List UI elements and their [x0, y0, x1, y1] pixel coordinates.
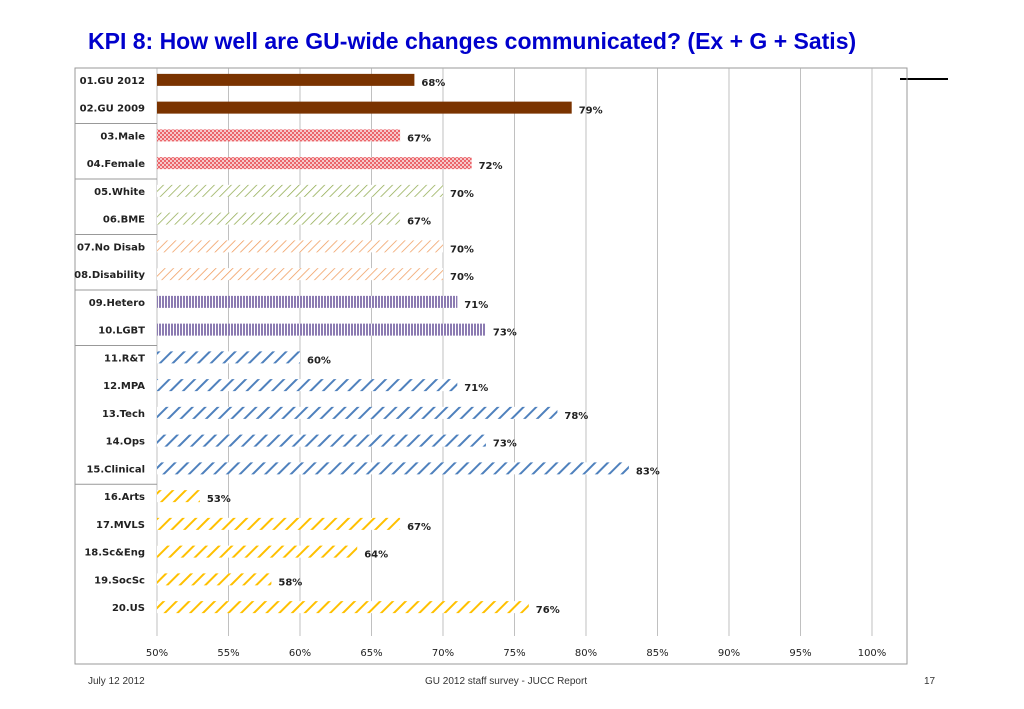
x-tick-label: 50% — [146, 648, 168, 659]
data-label: 83% — [636, 466, 660, 477]
bar — [157, 351, 300, 364]
group-separators — [75, 123, 157, 485]
slide-title: KPI 8: How well are GU-wide changes comm… — [88, 28, 857, 54]
category-label: 16.Arts — [104, 492, 145, 503]
category-label: 01.GU 2012 — [80, 76, 145, 87]
category-label: 08.Disability — [74, 270, 145, 281]
x-tick-label: 60% — [289, 648, 311, 659]
bar — [157, 462, 629, 475]
category-label: 10.LGBT — [98, 326, 145, 337]
x-tick-label: 65% — [360, 648, 382, 659]
data-label: 70% — [450, 189, 474, 200]
data-label: 70% — [450, 272, 474, 283]
bar — [157, 601, 529, 614]
category-label: 17.MVLS — [96, 520, 145, 531]
bar — [157, 517, 401, 530]
bar — [157, 157, 472, 170]
page-number: 17 — [924, 676, 936, 687]
category-label: 13.Tech — [102, 409, 145, 420]
bar — [157, 268, 443, 281]
category-label: 19.SocSc — [94, 575, 145, 586]
data-label: 79% — [579, 106, 603, 117]
category-labels: 01.GU 2012 02.GU 2009 03.Male 04.Female 05.W… — [74, 76, 145, 614]
x-tick-label: 70% — [432, 648, 454, 659]
category-label: 09.Hetero — [89, 298, 145, 309]
data-label: 67% — [407, 522, 431, 533]
data-label: 71% — [464, 300, 488, 311]
bar — [157, 406, 558, 419]
category-label: 02.GU 2009 — [80, 104, 145, 115]
bar — [157, 490, 200, 503]
category-label: 14.Ops — [106, 437, 145, 448]
data-label: 64% — [364, 550, 388, 561]
footer-date: July 12 2012 — [88, 676, 145, 687]
x-tick-label: 90% — [718, 648, 740, 659]
bar — [157, 101, 572, 114]
bar — [157, 240, 443, 253]
category-label: 05.White — [94, 187, 145, 198]
data-label: 60% — [307, 355, 331, 366]
title-rule — [900, 78, 948, 80]
category-label: 20.US — [112, 603, 145, 614]
data-label: 78% — [564, 411, 588, 422]
category-label: 18.Sc&Eng — [84, 548, 145, 559]
data-label: 76% — [536, 605, 560, 616]
data-label: 70% — [450, 244, 474, 255]
chart-bars — [157, 73, 629, 614]
bar — [157, 295, 458, 308]
category-label: 03.Male — [100, 131, 145, 142]
category-label: 04.Female — [87, 159, 146, 170]
data-label: 73% — [493, 328, 517, 339]
category-label: 12.MPA — [103, 381, 145, 392]
bar — [157, 129, 401, 142]
bar — [157, 379, 458, 392]
x-tick-label: 55% — [217, 648, 239, 659]
data-label: 72% — [479, 161, 503, 172]
category-label: 07.No Disab — [77, 242, 145, 253]
bar — [157, 573, 272, 586]
bar — [157, 545, 358, 558]
category-label: 15.Clinical — [86, 464, 145, 475]
data-label: 67% — [407, 217, 431, 228]
bar — [157, 73, 415, 86]
bar — [157, 323, 486, 336]
bar — [157, 212, 401, 225]
data-label: 73% — [493, 439, 517, 450]
x-tick-label: 80% — [575, 648, 597, 659]
data-label: 58% — [278, 577, 302, 588]
bar — [157, 184, 443, 197]
footer-report-name: GU 2012 staff survey - JUCC Report — [425, 676, 588, 687]
bar — [157, 434, 486, 447]
data-label: 68% — [421, 78, 445, 89]
data-label: 71% — [464, 383, 488, 394]
category-label: 06.BME — [103, 215, 145, 226]
x-tick-label: 85% — [646, 648, 668, 659]
value-labels: 68% 79% 67% 72% 70% 67% 70% 70% 71% 73% 60% 71% 78% 7… — [207, 78, 660, 616]
category-label: 11.R&T — [104, 353, 145, 364]
x-tick-label: 75% — [503, 648, 525, 659]
data-label: 67% — [407, 133, 431, 144]
data-label: 53% — [207, 494, 231, 505]
chart-frame — [74, 67, 908, 665]
x-axis-ticks: 50% 55% 60% 65% 70% 75% 80% 85% 90% 95% 100% — [146, 648, 886, 659]
x-tick-label: 95% — [789, 648, 811, 659]
x-tick-label: 100% — [858, 648, 887, 659]
